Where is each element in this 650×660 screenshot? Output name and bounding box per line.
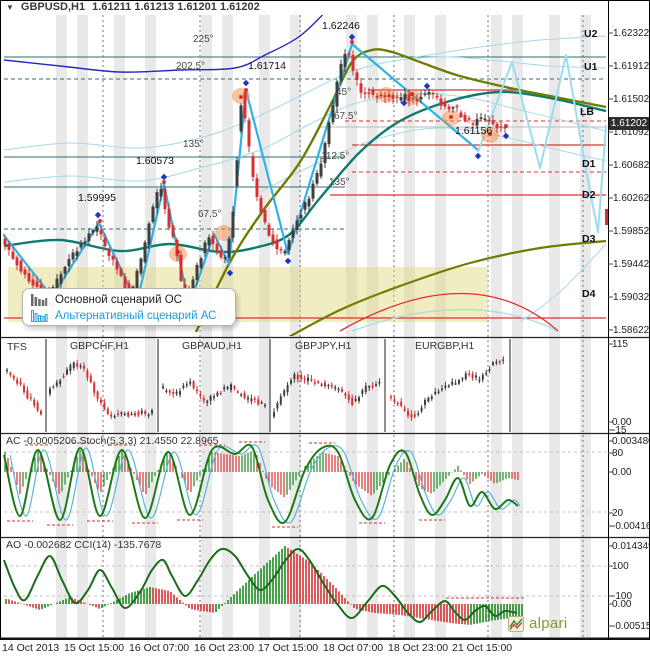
alpari-logo-icon (508, 615, 524, 632)
subchart-symbol-label: GBPJPY,H1 (295, 340, 352, 352)
gann-angle-label: 67.5° (198, 209, 222, 220)
gann-angle-label: 225° (193, 34, 214, 45)
ao-cci-axis-label: 100 (612, 561, 629, 572)
indicator-header-ao-cci: AO -0.002682 CCI(14) -135.7678 (6, 539, 162, 551)
band-level-label: D3 (582, 233, 596, 245)
ao-cci-axis-label: -100 (612, 591, 633, 602)
swing-price-label: 1.61714 (248, 60, 286, 72)
price-tick-label: 1.61092 (613, 127, 650, 138)
time-axis-label: 16 Oct 23:00 (194, 642, 255, 654)
alpari-logo-text: alpari (529, 615, 568, 632)
time-axis-label: 18 Oct 23:00 (388, 642, 449, 654)
tfs-indicator-label: TFS (7, 341, 27, 353)
price-tick-label: 1.62322 (613, 28, 650, 39)
price-tick-label: 1.60682 (613, 160, 650, 171)
ac-stoch-axis-label: 20 (612, 508, 624, 519)
scenario-alt-row: Альтернативный сценарий АС (31, 308, 227, 324)
scenario-legend: Основной сценарий ОС Альтернативный сцен… (22, 288, 236, 326)
band-level-label: D4 (582, 288, 596, 300)
price-tick-label: 1.59032 (613, 292, 650, 303)
swing-price-label: 1.60573 (136, 155, 174, 167)
time-axis-label: 16 Oct 07:00 (129, 642, 190, 654)
gann-angle-label: 112.5° (321, 151, 350, 162)
ac-stoch-axis-label: 80 (612, 448, 624, 459)
ac-stoch-axis-label: 0.00 (612, 467, 632, 478)
tfs-panel-plot (6, 339, 511, 432)
current-price-badge: 1.61202 (609, 117, 649, 130)
scenario-main-label: Основной сценарий ОС (55, 294, 182, 306)
ac-stoch-panel-plot (3, 441, 606, 528)
swing-price-label: 1.61156 (455, 125, 493, 137)
swing-price-label: 1.59995 (78, 192, 116, 204)
scenario-alt-label: Альтернативный сценарий АС (55, 310, 217, 322)
band-level-label: LB (580, 106, 594, 118)
price-tick-label: 1.58622 (613, 325, 650, 336)
scenario-main-row: Основной сценарий ОС (31, 292, 227, 308)
gann-angle-label: 67.5° (334, 111, 358, 122)
price-tick-label: 1.60262 (613, 193, 650, 204)
time-axis[interactable]: 14 Oct 2013 15 Oct 15:00 16 Oct 07:00 16 Oc… (0, 640, 650, 660)
gann-angle-label: 45° (336, 87, 352, 98)
band-level-label: U1 (584, 61, 598, 73)
band-level-label: U2 (584, 28, 598, 40)
price-tick-label: 1.59442 (613, 259, 650, 270)
ao-cci-axis-label: -0.005153 (612, 621, 650, 632)
price-tick-label: 1.59852 (613, 226, 650, 237)
time-axis-label: 21 Oct 15:00 (452, 642, 513, 654)
chart-ohlc-quotes: 1.61211 1.61213 1.61201 1.61202 (92, 1, 260, 13)
subchart-symbol-label: GBPCHF,H1 (70, 340, 129, 352)
ao-cci-axis-label: 0.00 (612, 599, 632, 610)
time-axis-label: 18 Oct 07:00 (323, 642, 384, 654)
time-axis-label: 14 Oct 2013 (2, 642, 60, 654)
ao-cci-panel-plot (3, 546, 606, 625)
alpari-logo: alpari (508, 615, 568, 632)
price-tick-label: 1.61912 (613, 61, 650, 72)
subchart-symbol-label: EURGBP,H1 (415, 340, 475, 352)
time-axis-label: 17 Oct 15:00 (258, 642, 319, 654)
ao-cci-axis-label: 0.014349 (612, 541, 650, 552)
tfs-axis-label: 0.00 (612, 417, 632, 428)
indicator-header-ac-stoch: AC -0.0005206 Stoch(5,3,3) 21.4550 22.89… (6, 435, 219, 447)
tfs-axis-label: -15 (612, 425, 627, 436)
gann-angle-label: 202.5° (176, 61, 206, 72)
price-tick-label: 1.61502 (613, 94, 650, 105)
gann-angle-label: 135° (329, 177, 350, 188)
subchart-symbol-label: GBPAUD,H1 (182, 340, 242, 352)
tfs-axis-label: 115 (612, 339, 628, 350)
ac-stoch-axis-label: 0.003480 (612, 436, 650, 447)
swing-price-label: 1.62246 (322, 20, 360, 32)
band-level-label: D1 (582, 158, 596, 170)
chart-symbol-period: GBPUSD,H1 (20, 1, 86, 13)
bars-blue-icon (31, 309, 48, 322)
bars-gray-icon (31, 293, 48, 306)
symbol-dropdown-icon[interactable]: ▼ (6, 2, 14, 12)
chart-header: ▼ GBPUSD,H1 1.61211 1.61213 1.61201 1.61… (6, 1, 260, 13)
band-level-label: D2 (582, 189, 596, 201)
gann-angle-label: 135° (183, 139, 204, 150)
time-axis-label: 15 Oct 15:00 (64, 642, 125, 654)
